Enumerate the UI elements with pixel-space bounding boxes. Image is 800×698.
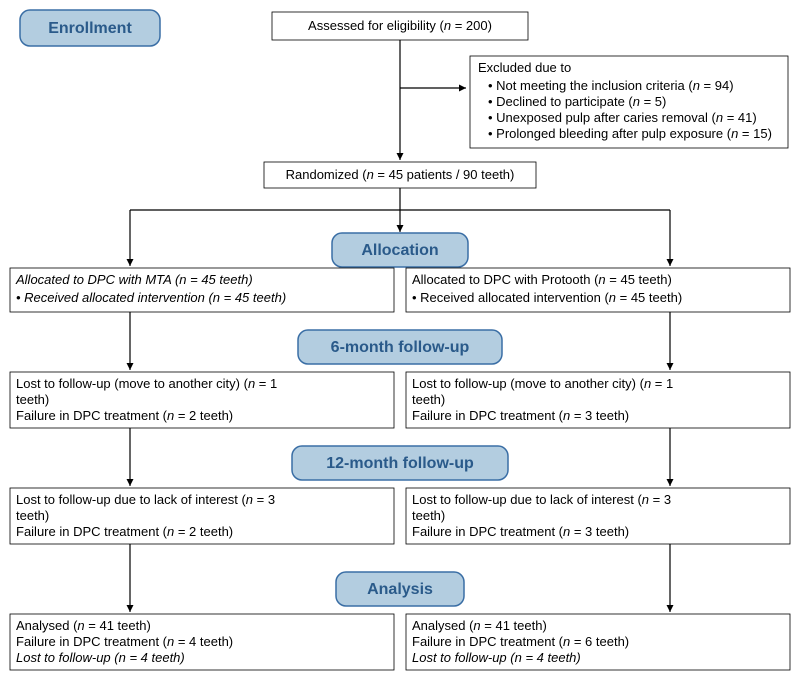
fu6-right-line1a: Lost to follow-up (move to another city)… bbox=[412, 376, 673, 391]
fu6-left-line1a: Lost to follow-up (move to another city)… bbox=[16, 376, 277, 391]
fu6-right-line2: Failure in DPC treatment (n = 3 teeth) bbox=[412, 408, 629, 423]
excluded-item-1: • Declined to participate (n = 5) bbox=[488, 94, 666, 109]
analysis-left-line1: Analysed (n = 41 teeth) bbox=[16, 618, 151, 633]
fu12-left-line1a: Lost to follow-up due to lack of interes… bbox=[16, 492, 275, 507]
fu6-left-line1b: teeth) bbox=[16, 392, 49, 407]
stage-fu12-label: 12-month follow-up bbox=[326, 455, 474, 472]
consort-flowchart: Enrollment Assessed for eligibility (n =… bbox=[0, 0, 800, 698]
fu12-right-line1b: teeth) bbox=[412, 508, 445, 523]
fu12-right-line2: Failure in DPC treatment (n = 3 teeth) bbox=[412, 524, 629, 539]
excluded-item-3: • Prolonged bleeding after pulp exposure… bbox=[488, 126, 772, 141]
alloc-right-line1: Allocated to DPC with Protooth (n = 45 t… bbox=[412, 272, 672, 287]
fu12-right-line1a: Lost to follow-up due to lack of interes… bbox=[412, 492, 671, 507]
fu12-left-line2: Failure in DPC treatment (n = 2 teeth) bbox=[16, 524, 233, 539]
randomized-text: Randomized (n = 45 patients / 90 teeth) bbox=[286, 167, 515, 182]
alloc-right-line2: • Received allocated intervention (n = 4… bbox=[412, 290, 682, 305]
stage-analysis-label: Analysis bbox=[367, 581, 433, 598]
excluded-header: Excluded due to bbox=[478, 60, 571, 75]
analysis-left-line3: Lost to follow-up (n = 4 teeth) bbox=[16, 650, 185, 665]
fu12-left-line1b: teeth) bbox=[16, 508, 49, 523]
excluded-item-0: • Not meeting the inclusion criteria (n … bbox=[488, 78, 734, 93]
analysis-right-line1: Analysed (n = 41 teeth) bbox=[412, 618, 547, 633]
alloc-left-line1: Allocated to DPC with MTA (n = 45 teeth) bbox=[15, 272, 253, 287]
fu6-right-line1b: teeth) bbox=[412, 392, 445, 407]
fu6-left-line2: Failure in DPC treatment (n = 2 teeth) bbox=[16, 408, 233, 423]
alloc-left-line2: • Received allocated intervention (n = 4… bbox=[16, 290, 286, 305]
analysis-right-line3: Lost to follow-up (n = 4 teeth) bbox=[412, 650, 581, 665]
excluded-item-2: • Unexposed pulp after caries removal (n… bbox=[488, 110, 757, 125]
eligibility-text: Assessed for eligibility (n = 200) bbox=[308, 18, 492, 33]
stage-enrollment-label: Enrollment bbox=[48, 20, 132, 37]
analysis-right-line2: Failure in DPC treatment (n = 6 teeth) bbox=[412, 634, 629, 649]
stage-allocation-label: Allocation bbox=[361, 242, 438, 259]
analysis-left-line2: Failure in DPC treatment (n = 4 teeth) bbox=[16, 634, 233, 649]
stage-fu6-label: 6-month follow-up bbox=[331, 339, 470, 356]
